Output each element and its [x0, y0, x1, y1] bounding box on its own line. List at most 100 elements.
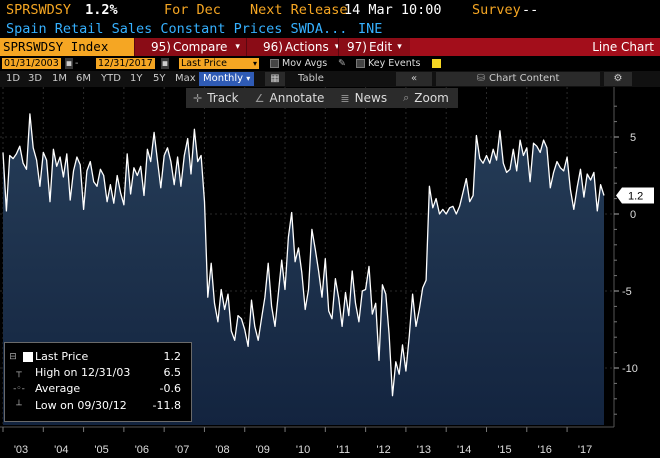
x-tick-label: '09 [256, 444, 270, 456]
period-max[interactable]: Max [175, 73, 196, 84]
series-color-swatch [23, 352, 33, 362]
next-release-label: Next Release [250, 2, 348, 18]
dropdown-arrow-icon: ▾ [335, 38, 340, 56]
gear-icon[interactable]: ⚙ [604, 72, 632, 86]
current-value-label: 1.2 [628, 191, 643, 203]
x-tick-label: '05 [94, 444, 108, 456]
legend-value: -11.8 [152, 399, 181, 412]
legend-average: -◦- Average -0.6 [5, 382, 189, 395]
frequency-select[interactable]: Monthly ▾ [199, 72, 255, 86]
menu-bar: SPRSWDSY Index 95)Compare ▾ 96)Actions ▾… [0, 38, 660, 56]
chart-icon: ⛁ [476, 73, 485, 84]
legend-label: Last Price [35, 350, 89, 363]
end-date-input[interactable]: 12/31/2017 [96, 58, 155, 69]
x-tick-label: '08 [215, 444, 229, 456]
x-tick-label: '11 [337, 444, 351, 456]
compare-button[interactable]: 95) Compare ▾ [134, 38, 246, 56]
period-selector-row: 1D 3D 1M 6M YTD 1Y 5Y Max Monthly ▾ ▦ Ta… [0, 71, 660, 87]
legend-label: Average [35, 382, 81, 395]
crosshair-icon: ✛ [193, 91, 203, 105]
x-tick-label: '16 [538, 444, 552, 456]
legend-last-price[interactable]: ⊟ Last Price 1.2 [5, 350, 189, 363]
chart-toolbar: ✛ Track ∠ Annotate ≣ News ⌕ Zoom [186, 88, 458, 108]
y-axis: 5 0 -5 -10 [614, 105, 638, 415]
calendar-icon[interactable]: ▪ [161, 58, 169, 69]
legend-panel: ⊟ Last Price 1.2 ┬ High on 12/31/03 6.5 … [4, 342, 192, 422]
ticker-field[interactable]: SPRSWDSY Index [0, 38, 134, 56]
y-tick-label: 5 [630, 132, 636, 144]
legend-value: 6.5 [163, 366, 182, 379]
legend-low: ┴ Low on 09/30/12 -11.8 [5, 399, 189, 412]
survey-value: -- [522, 2, 539, 18]
x-tick-label: '10 [296, 444, 310, 456]
dropdown-arrow-icon: ▾ [252, 59, 257, 68]
security-description: Spain Retail Sales Constant Prices SWDA.… [6, 21, 348, 37]
x-tick-label: '12 [376, 444, 390, 456]
news-button[interactable]: ≣ News [340, 91, 388, 105]
checkbox-icon [270, 59, 279, 68]
dropdown-arrow-icon: ▾ [397, 42, 402, 52]
x-tick-label: '17 [578, 444, 592, 456]
period-1d[interactable]: 1D [6, 73, 21, 84]
legend-value: 1.2 [163, 350, 182, 363]
series-line [2, 113, 605, 397]
high-marker-icon: ┬ [16, 368, 22, 378]
period-label: For Dec [164, 2, 221, 18]
x-tick-label: '14 [457, 444, 471, 456]
edit-button[interactable]: 97) Edit ▾ [338, 38, 410, 56]
period-3d[interactable]: 3D [28, 73, 43, 84]
y-tick-label: 0 [630, 209, 636, 221]
legend-value: -0.6 [159, 382, 181, 395]
legend-label: High on 12/31/03 [35, 366, 131, 379]
date-separator: - [75, 58, 79, 69]
x-axis: '03 '04 '05 '06 '07 '08 '09 '10 '11 '12 '13 '14 '15 '… [2, 427, 592, 456]
start-date-input[interactable]: 01/31/2003 [2, 58, 61, 69]
track-button[interactable]: ✛ Track [193, 91, 239, 105]
date-range-row: 01/31/2003 ▪ - 12/31/2017 ▪ Last Price ▾ … [0, 56, 660, 71]
table-button[interactable]: Table [298, 73, 324, 84]
mov-avgs-toggle[interactable]: Mov Avgs [270, 58, 327, 69]
dropdown-arrow-icon: ▾ [246, 74, 251, 83]
pencil-icon[interactable]: ✎ [338, 58, 346, 69]
period-ytd[interactable]: YTD [101, 73, 121, 84]
chart-content-button[interactable]: ⛁ Chart Content [436, 72, 600, 86]
period-5y[interactable]: 5Y [153, 73, 166, 84]
x-tick-label: '04 [54, 444, 68, 456]
calendar-icon[interactable]: ▪ [65, 58, 73, 69]
annotate-icon: ∠ [254, 91, 265, 105]
news-icon: ≣ [340, 91, 350, 105]
y-tick-label: -10 [622, 363, 638, 375]
legend-label: Low on 09/30/12 [35, 399, 127, 412]
period-1m[interactable]: 1M [52, 73, 67, 84]
table-icon[interactable]: ▦ [265, 72, 285, 86]
x-tick-label: '03 [14, 444, 28, 456]
actions-button[interactable]: 96)Actions ▾ [246, 38, 340, 56]
checkbox-icon [356, 59, 365, 68]
key-events-toggle[interactable]: Key Events [356, 58, 420, 69]
survey-label: Survey [472, 2, 521, 18]
low-marker-icon: ┴ [16, 401, 22, 411]
x-tick-label: '15 [497, 444, 511, 456]
annotate-button[interactable]: ∠ Annotate [254, 91, 325, 105]
search-icon: ⌕ [403, 91, 410, 104]
x-tick-label: '13 [417, 444, 431, 456]
x-tick-label: '07 [175, 444, 189, 456]
legend-high: ┬ High on 12/31/03 6.5 [5, 366, 189, 379]
security-header: SPRSWDSY 1.2% For Dec Next Release 14 Ma… [0, 0, 660, 20]
panel-handle-icon: ⊟ [9, 352, 17, 362]
y-tick-label: -5 [622, 286, 632, 298]
current-value-tag: 1.2 [616, 187, 654, 204]
collapse-left-icon[interactable]: « [396, 72, 432, 86]
zoom-button[interactable]: ⌕ Zoom [403, 91, 449, 105]
period-1y[interactable]: 1Y [130, 73, 143, 84]
key-events-marker [432, 58, 444, 69]
price-field-select[interactable]: Last Price ▾ [179, 58, 259, 69]
event-marker-icon [432, 59, 441, 68]
period-6m[interactable]: 6M [76, 73, 91, 84]
description-row: Spain Retail Sales Constant Prices SWDA.… [0, 20, 660, 38]
next-release-date: 14 Mar 10:00 [344, 2, 442, 18]
dropdown-arrow-icon: ▾ [235, 42, 240, 52]
source-label: INE [358, 21, 383, 37]
last-value: 1.2% [85, 2, 118, 18]
average-marker-icon: -◦- [13, 384, 25, 394]
